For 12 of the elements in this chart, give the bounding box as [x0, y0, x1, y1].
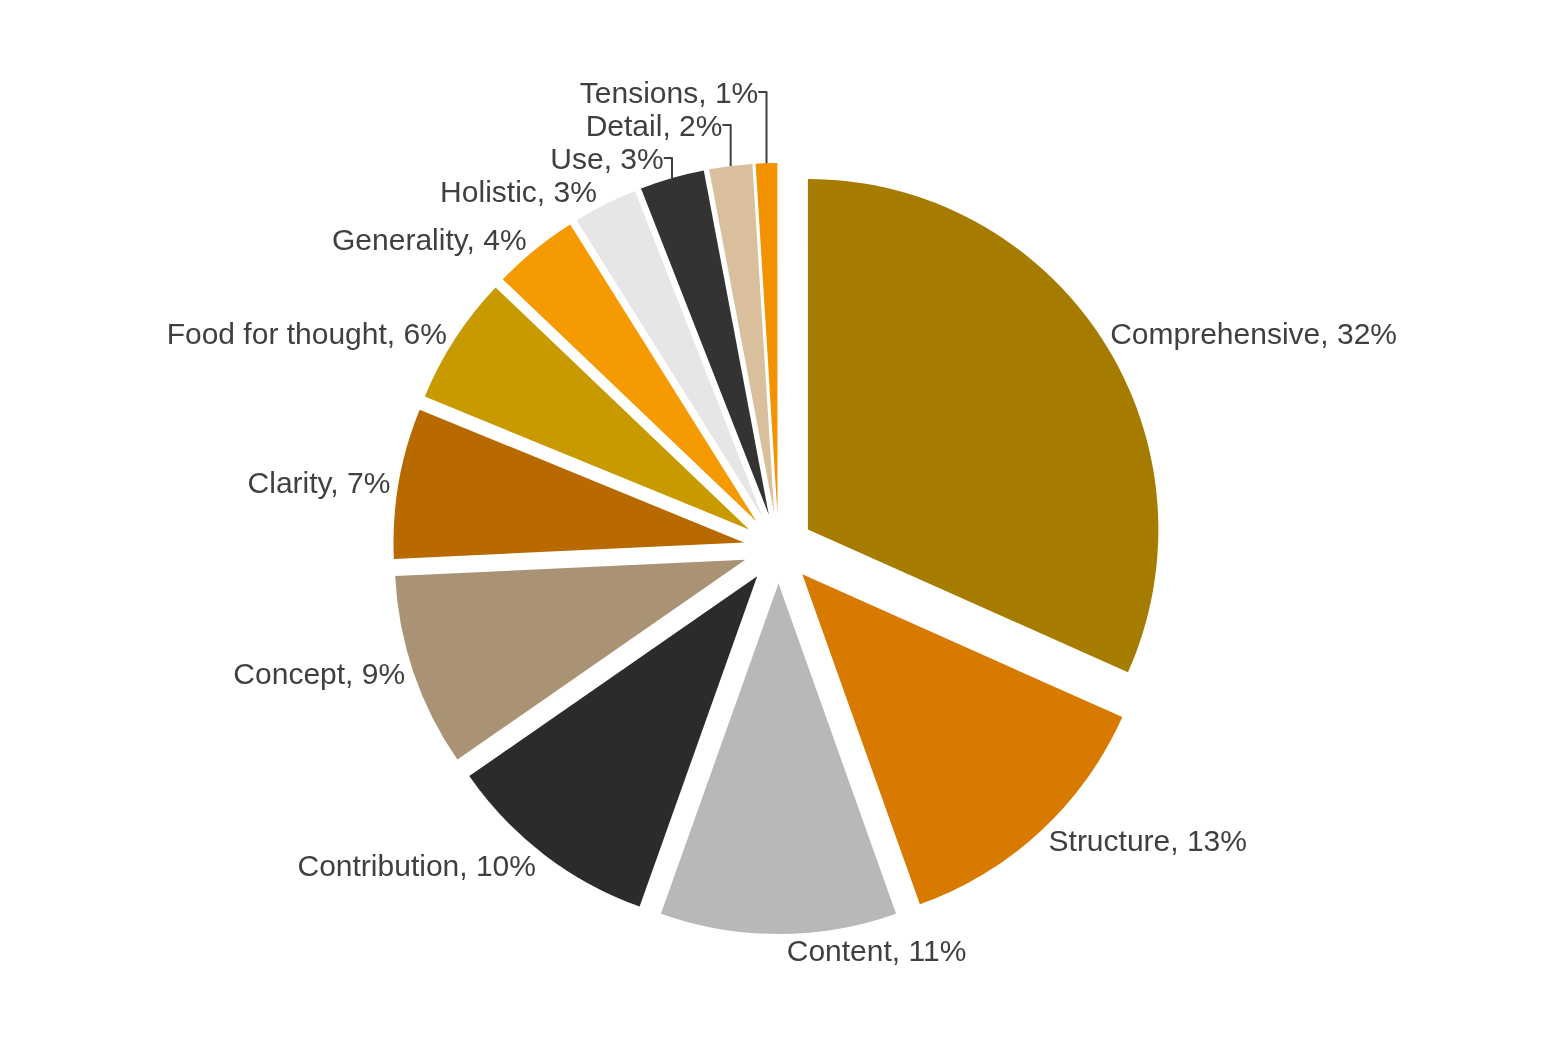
slice-label: Content, 11% — [786, 934, 967, 967]
slice-label: Detail, 2% — [585, 108, 723, 142]
slice-label: Contribution, 10% — [297, 848, 536, 882]
slice-label: Holistic, 3% — [440, 174, 597, 208]
slice-label: Food for thought, 6% — [166, 317, 447, 351]
slice-label: Use, 3% — [550, 141, 664, 175]
slice-label: Concept, 9% — [233, 657, 406, 691]
slice-label: Generality, 4% — [332, 223, 527, 257]
slice-label: Tensions, 1% — [579, 75, 759, 109]
slice-label: Structure, 13% — [1048, 823, 1247, 857]
slice-label: Clarity, 7% — [247, 465, 391, 499]
slice-label: Comprehensive, 32% — [1110, 317, 1397, 351]
